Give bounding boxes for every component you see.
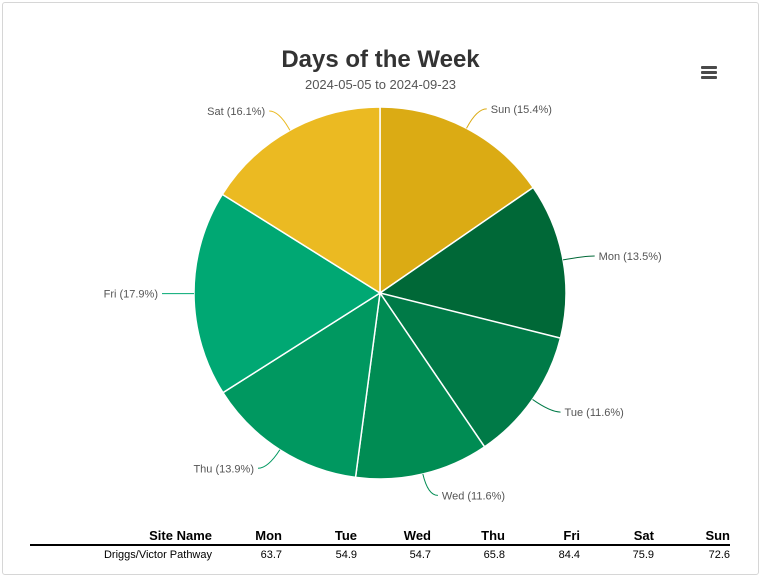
table-row: Driggs/Victor Pathway 63.7 54.9 54.7 65.…: [30, 545, 730, 562]
connector-sat: [269, 110, 291, 131]
cell-thu: 65.8: [483, 549, 505, 561]
cell-mon: 63.7: [260, 549, 282, 561]
header-thu: Thu: [431, 528, 505, 546]
data-label-mon: Mon (13.5%): [599, 251, 662, 263]
data-label-sun: Sun (15.4%): [491, 104, 552, 116]
connector-wed: [422, 473, 438, 496]
connector-thu: [257, 449, 281, 469]
header-site-name: Site Name: [30, 528, 212, 546]
chart-title: Days of the Week: [281, 46, 480, 73]
cell-site-name: Driggs/Victor Pathway: [103, 549, 212, 561]
header-sun: Sun: [654, 528, 730, 546]
pie-slice-sun[interactable]: [379, 106, 535, 295]
data-table: Site Name Mon Tue Wed Thu Fri Sat Sun Dr…: [30, 528, 730, 562]
connector-sun: [466, 108, 487, 129]
header-mon: Mon: [212, 528, 282, 546]
pie-slice-fri[interactable]: [193, 193, 382, 394]
hamburger-menu-icon[interactable]: [696, 60, 722, 84]
menu-bar-bottom: [701, 76, 717, 79]
connector-mon: [562, 255, 595, 261]
connector-tue: [532, 399, 561, 413]
header-tue: Tue: [282, 528, 357, 546]
data-label-tue: Tue (11.6%): [565, 407, 624, 419]
pie-slice-sat[interactable]: [221, 106, 381, 295]
cell-tue: 54.9: [335, 549, 357, 561]
menu-bar-top: [701, 66, 717, 69]
table-header-row: Site Name Mon Tue Wed Thu Fri Sat Sun: [30, 528, 730, 546]
menu-bar-middle: [701, 71, 717, 74]
header-wed: Wed: [357, 528, 431, 546]
data-label-sat: Sat (16.1%): [207, 106, 265, 118]
data-label-thu: Thu (13.9%): [193, 463, 254, 475]
data-label-wed: Wed (11.6%): [442, 490, 505, 502]
cell-sun: 72.6: [708, 549, 730, 561]
header-fri: Fri: [505, 528, 580, 546]
pie-slice-thu[interactable]: [221, 291, 381, 479]
chart-subtitle: 2024-05-05 to 2024-09-23: [304, 77, 457, 92]
cell-wed: 54.7: [409, 549, 431, 561]
cell-sat: 75.9: [632, 549, 654, 561]
header-sat: Sat: [580, 528, 654, 546]
cell-fri: 84.4: [558, 549, 580, 561]
data-label-fri: Fri (17.9%): [104, 289, 158, 301]
